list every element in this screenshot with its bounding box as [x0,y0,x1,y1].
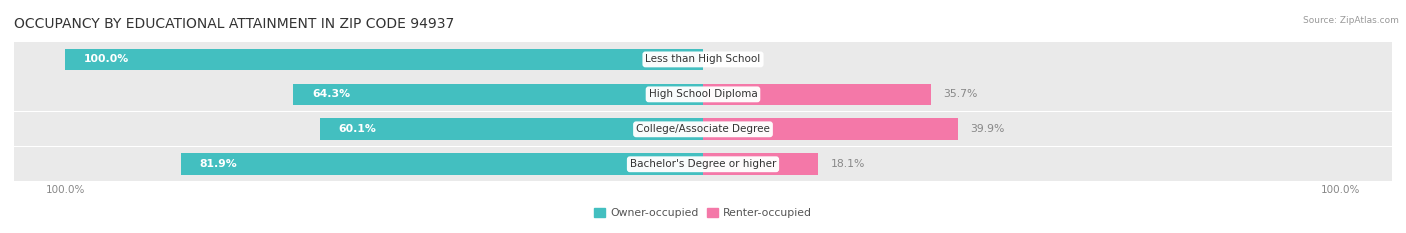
Bar [703,118,957,140]
Text: 60.1%: 60.1% [339,124,377,134]
Text: College/Associate Degree: College/Associate Degree [636,124,770,134]
Text: 0.0%: 0.0% [716,55,744,64]
Bar [14,147,1392,182]
Bar [292,84,703,105]
Text: Source: ZipAtlas.com: Source: ZipAtlas.com [1303,16,1399,25]
Bar [703,84,931,105]
Text: Bachelor's Degree or higher: Bachelor's Degree or higher [630,159,776,169]
Text: 100.0%: 100.0% [84,55,129,64]
Text: Less than High School: Less than High School [645,55,761,64]
Text: 81.9%: 81.9% [200,159,238,169]
Text: 39.9%: 39.9% [970,124,1005,134]
Text: 35.7%: 35.7% [943,89,977,99]
Bar [319,118,703,140]
Legend: Owner-occupied, Renter-occupied: Owner-occupied, Renter-occupied [589,204,817,223]
Text: 18.1%: 18.1% [831,159,866,169]
Text: High School Diploma: High School Diploma [648,89,758,99]
Text: 64.3%: 64.3% [312,89,350,99]
Text: OCCUPANCY BY EDUCATIONAL ATTAINMENT IN ZIP CODE 94937: OCCUPANCY BY EDUCATIONAL ATTAINMENT IN Z… [14,17,454,31]
Bar [14,77,1392,112]
Bar [65,49,703,70]
Bar [180,154,703,175]
Bar [14,42,1392,76]
Bar [703,154,818,175]
Bar [14,112,1392,147]
